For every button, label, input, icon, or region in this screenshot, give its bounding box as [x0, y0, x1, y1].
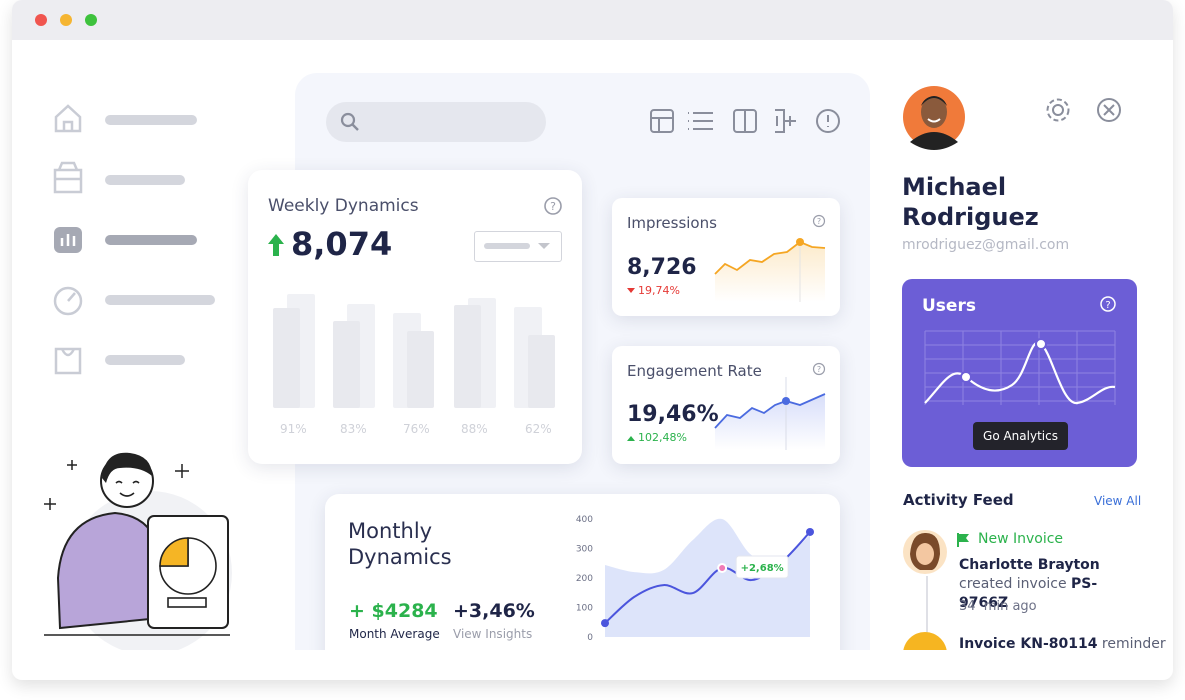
feed-avatars	[903, 530, 947, 650]
card-title: Engagement Rate	[627, 362, 762, 380]
home-icon[interactable]	[54, 104, 82, 133]
feed-time: 34 min ago	[959, 599, 1037, 614]
stat-value: +3,46%	[453, 600, 535, 622]
gauge-icon[interactable]	[53, 286, 83, 316]
help-icon[interactable]: ?	[812, 362, 826, 376]
profile-email: mrodriguez@gmail.com	[902, 237, 1070, 253]
stat-label: Month Average	[349, 627, 440, 641]
bar-label: 76%	[403, 422, 430, 436]
title-bar	[12, 0, 1173, 40]
line-point	[601, 619, 609, 628]
toolbar-icons[interactable]	[648, 107, 848, 137]
box-icon[interactable]	[53, 161, 83, 194]
stat-value: + $4284	[349, 600, 438, 622]
profile-avatar	[903, 86, 965, 150]
svg-text:?: ?	[1105, 300, 1110, 311]
weekly-bars	[273, 294, 555, 408]
profile-actions[interactable]	[1044, 95, 1134, 125]
impressions-sparkline	[714, 238, 826, 302]
line-point	[806, 527, 814, 536]
bar-label: 62%	[525, 422, 552, 436]
highlight-point	[717, 562, 728, 573]
search-bar[interactable]	[326, 102, 546, 142]
bar-label: 83%	[340, 422, 367, 436]
profile-name: Michael Rodriguez	[902, 173, 1039, 231]
svg-text:?: ?	[550, 200, 556, 213]
svg-text:?: ?	[817, 217, 821, 226]
nav-item[interactable]	[105, 115, 197, 125]
window-controls[interactable]	[12, 0, 112, 40]
search-icon[interactable]	[338, 108, 368, 138]
section-title: Activity Feed	[903, 491, 1014, 509]
up-arrow	[268, 234, 284, 256]
sidebar-nav[interactable]	[40, 95, 280, 395]
card-title: Impressions	[627, 214, 717, 232]
card-title: Monthly Dynamics	[348, 519, 452, 569]
bar-label: 91%	[280, 422, 307, 436]
metric-change: 102,48%	[638, 431, 687, 444]
down-triangle	[627, 288, 635, 293]
card-title: Users	[922, 296, 976, 316]
feed-text: Invoice KN-80114 reminder	[959, 636, 1166, 650]
bag-icon[interactable]	[54, 347, 82, 375]
feed-label: New Invoice	[978, 531, 1064, 547]
feed-actor: Charlotte Brayton	[959, 557, 1100, 573]
content-inner: Weekly Dynamics ? 8,074 91% 83% 76% 88% …	[12, 40, 1173, 650]
dropdown-content[interactable]	[474, 231, 562, 262]
area	[605, 518, 810, 637]
nav-item[interactable]	[105, 355, 185, 365]
metric-value: 8,726	[627, 255, 697, 280]
feed-action: created invoice	[959, 576, 1067, 592]
illustration	[44, 452, 232, 650]
users-chart	[924, 330, 1116, 405]
card-title: Weekly Dynamics	[268, 196, 419, 216]
nav-item[interactable]	[105, 175, 185, 185]
bar-label: 88%	[461, 422, 488, 436]
total-value: 8,074	[291, 225, 393, 263]
annotation: +2,68%	[741, 563, 784, 574]
stat-label[interactable]: View Insights	[453, 627, 533, 641]
y-tick-label: 400	[576, 515, 593, 525]
y-tick-label: 300	[576, 545, 593, 555]
flag-icon	[957, 533, 969, 547]
y-tick-label: 200	[576, 574, 593, 584]
metric-change: 19,74%	[638, 284, 680, 297]
y-tick-label: 0	[587, 633, 593, 643]
feed-ref: PS-9766Z	[959, 576, 1098, 611]
dropdown[interactable]	[474, 231, 562, 262]
view-all-link[interactable]: View All	[1094, 494, 1142, 508]
up-triangle	[627, 436, 635, 441]
content: Weekly Dynamics ? 8,074 91% 83% 76% 88% …	[12, 40, 1173, 650]
metric-value: 19,46%	[627, 402, 719, 427]
feed-label: Invoice KN-80114	[959, 636, 1098, 650]
help-icon[interactable]: ?	[543, 196, 563, 216]
annotation-box	[735, 555, 789, 579]
nav-item-active[interactable]	[105, 235, 197, 245]
help-icon[interactable]: ?	[812, 214, 826, 228]
nav-item[interactable]	[105, 295, 215, 305]
y-tick-label: 100	[576, 604, 593, 614]
go-analytics-button[interactable]: Go Analytics	[973, 422, 1068, 450]
monthly-chart: 0 100 200 300 400 +2,68%	[576, 515, 814, 643]
svg-text:?: ?	[817, 365, 821, 374]
engagement-sparkline	[714, 377, 826, 450]
feed-text: Charlotte Brayton created invoice PS-976…	[959, 556, 1144, 613]
feed-action: reminder	[1101, 636, 1166, 650]
help-icon[interactable]: ?	[1099, 295, 1119, 315]
